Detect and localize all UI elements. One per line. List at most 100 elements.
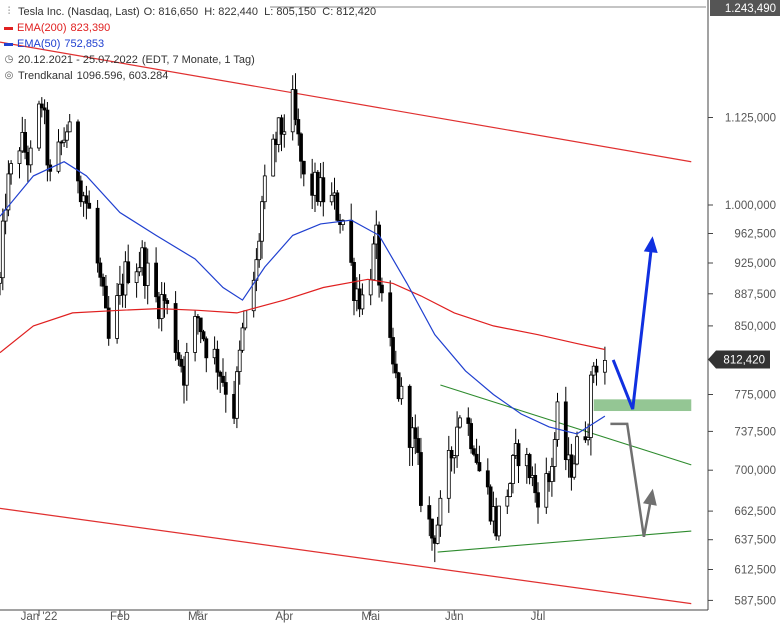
top-value-text: 1.243,490 — [725, 3, 776, 15]
candle — [438, 490, 443, 537]
candle — [218, 370, 223, 393]
candle — [176, 339, 181, 366]
candle — [0, 208, 5, 291]
candle — [95, 200, 100, 273]
candle — [104, 275, 108, 309]
candle — [179, 354, 184, 373]
candle — [234, 366, 239, 429]
candle — [184, 342, 189, 401]
candle — [449, 446, 454, 472]
candle — [201, 329, 206, 342]
support-zone — [593, 399, 692, 412]
x-tick-label: Mai — [361, 611, 380, 623]
period-range: 20.12.2021 - 25.07.2022 — [18, 54, 138, 66]
candlestick-icon: ⫶ — [7, 6, 11, 17]
y-tick-label: 1.125,000 — [725, 113, 776, 125]
candle — [505, 489, 510, 514]
candle — [349, 203, 354, 266]
candle — [457, 415, 462, 429]
candle — [62, 127, 66, 147]
candle — [471, 445, 476, 457]
candle — [76, 119, 80, 194]
candle — [474, 438, 479, 465]
y-tick-label: 962,500 — [734, 229, 776, 241]
candle — [282, 114, 287, 148]
scenario-up-arrowhead — [643, 236, 658, 253]
candle — [198, 317, 203, 344]
y-axis-ticks: 587,500 612,500 637,500 662,500 700,000 737,5… — [708, 113, 776, 607]
candle — [360, 283, 365, 315]
candle — [388, 280, 393, 347]
candle — [594, 358, 599, 386]
legend-period-row: ◷ 20.12.2021 - 25.07.2022 (EDT, 7 Monate… — [4, 52, 380, 68]
legend-ema50-row[interactable]: EMA(50) 752,853 — [4, 36, 380, 52]
candle — [452, 455, 457, 474]
candle — [477, 445, 482, 472]
chart-legend: ⫶ Tesla Inc. (Nasdaq, Last) O: 816,650 H… — [4, 4, 380, 84]
candle — [159, 282, 164, 332]
candle — [67, 114, 72, 133]
candle — [173, 291, 178, 361]
trendkanal-label: Trendkanal — [18, 70, 73, 82]
y-tick-label: 612,500 — [734, 565, 776, 577]
candle — [396, 371, 401, 402]
candle — [65, 124, 69, 148]
ema50-value: 752,853 — [64, 38, 105, 50]
candle — [78, 175, 83, 207]
legend-trendkanal-row[interactable]: ◎ Trendkanal 1096.596, 603.284 — [4, 68, 380, 84]
candle — [589, 371, 593, 456]
candle — [413, 414, 418, 455]
candle — [9, 160, 14, 185]
candle — [391, 327, 395, 374]
x-tick-label: Apr — [275, 611, 293, 623]
last-price-tag: 812,420 — [708, 350, 770, 369]
ema50-swatch — [4, 42, 13, 46]
chart-title: Tesla Inc. (Nasdaq, Last) — [18, 6, 140, 18]
ema50-label: EMA(50) — [17, 38, 61, 50]
candle — [98, 257, 103, 287]
candle — [427, 496, 432, 537]
scenario-down-arrowhead — [643, 488, 657, 506]
candle — [329, 182, 334, 206]
x-tick-label: Mär — [188, 611, 208, 623]
candle — [435, 516, 440, 545]
candle — [17, 147, 22, 179]
candle — [195, 314, 200, 335]
candle — [115, 283, 119, 344]
legend-ema200-row[interactable]: EMA(200) 823,390 — [4, 20, 380, 36]
candle — [485, 458, 490, 495]
ema200-value: 823,390 — [70, 22, 111, 34]
candle — [508, 482, 513, 498]
candle — [257, 233, 262, 268]
candle — [101, 273, 105, 296]
ema200-line — [0, 278, 606, 354]
scenario-up-path — [611, 239, 654, 410]
x-tick-label: Jan '22 — [21, 611, 58, 623]
x-tick-label: Feb — [110, 611, 130, 623]
trendkanal-value: 1096.596, 603.284 — [76, 70, 169, 82]
candle — [399, 377, 404, 405]
candle — [215, 340, 220, 390]
candle — [572, 455, 577, 480]
candle — [533, 463, 538, 503]
candle — [550, 457, 554, 497]
candle — [262, 164, 267, 210]
y-tick-label: 850,000 — [734, 321, 776, 333]
clock-icon: ◷ — [4, 54, 14, 65]
candle — [536, 482, 540, 524]
candle — [137, 251, 142, 277]
candle — [37, 100, 41, 151]
candle — [223, 371, 228, 413]
candles — [0, 73, 607, 563]
candle — [134, 263, 139, 298]
candle — [165, 298, 170, 315]
x-tick-label: Jun — [445, 611, 464, 623]
candle — [352, 257, 356, 316]
scenario-up-arrow — [611, 236, 658, 410]
y-tick-label: 700,000 — [734, 465, 776, 477]
candle — [321, 161, 326, 217]
candle — [301, 160, 306, 187]
candle — [42, 99, 47, 125]
trend-channel — [0, 41, 692, 605]
